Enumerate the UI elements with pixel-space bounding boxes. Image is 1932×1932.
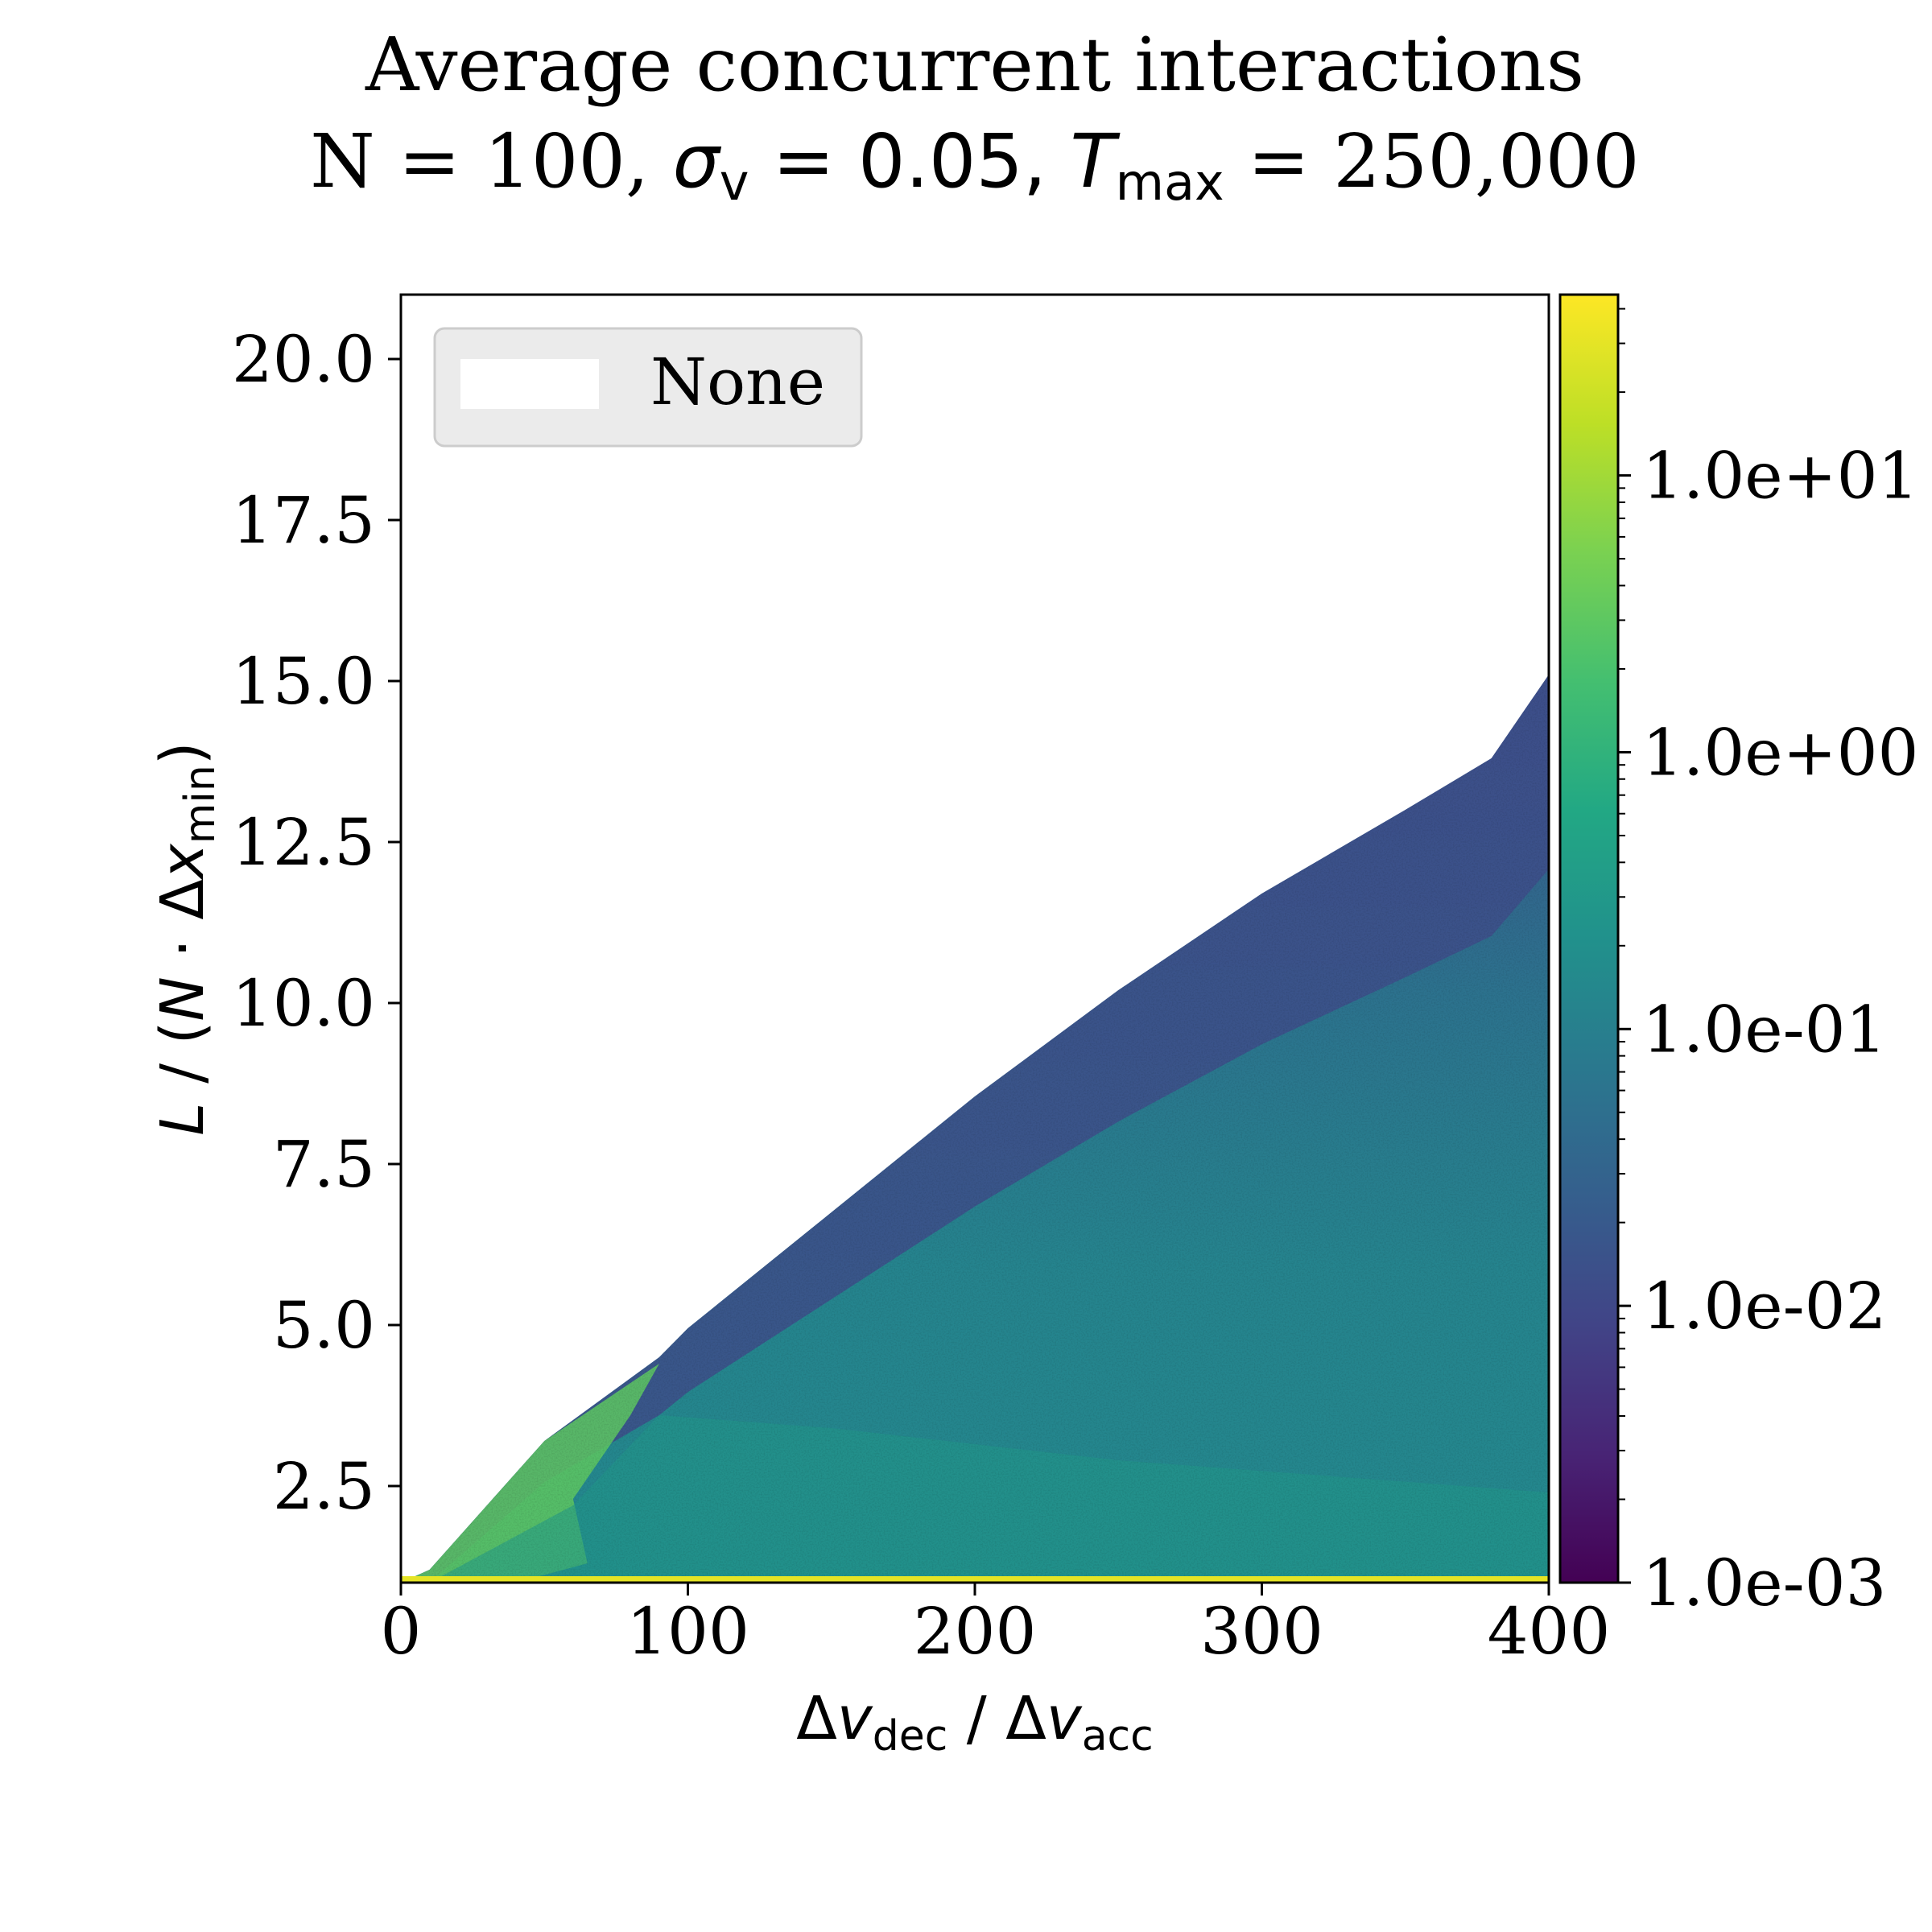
y-tick-label: 17.5: [232, 483, 375, 558]
heatmap-bottom-band: [401, 1576, 1549, 1583]
x-tick-label: 100: [626, 1594, 749, 1669]
x-tick-label: 400: [1488, 1594, 1611, 1669]
colorbar-tick-label: 1.0e+01: [1642, 439, 1918, 514]
colorbar-tick-label: 1.0e-01: [1642, 992, 1886, 1067]
colorbar-tick-label: 1.0e-03: [1642, 1546, 1886, 1620]
chart-title: Average concurrent interactions: [365, 22, 1584, 108]
x-axis: 0 100 200 300 400: [381, 1583, 1611, 1669]
legend: None: [433, 327, 863, 448]
y-axis: 2.5 5.0 7.5 10.0 12.5 15.0 17.5 20.0: [232, 322, 401, 1524]
heatmap-layer: [401, 675, 1549, 1583]
legend-label: None: [650, 345, 825, 419]
x-tick-label: 300: [1200, 1594, 1323, 1669]
legend-swatch: [460, 359, 599, 409]
y-tick-label: 5.0: [273, 1288, 375, 1363]
y-tick-label: 12.5: [232, 805, 375, 880]
colorbar-tick-label: 1.0e+00: [1642, 715, 1918, 790]
colorbar-gradient: [1558, 293, 1620, 1584]
colorbar-axis: 1.0e-03 1.0e-02 1.0e-01 1.0e+00 1.0e+01: [1618, 308, 1918, 1620]
x-axis-label: Δvdec / Δvacc: [796, 1684, 1153, 1761]
x-tick-label: 200: [914, 1594, 1037, 1669]
y-axis-label: L / (N · Δxmin): [148, 741, 225, 1135]
y-tick-label: 2.5: [273, 1449, 375, 1524]
colorbar-tick-label: 1.0e-02: [1642, 1269, 1886, 1344]
colorbar: 1.0e-03 1.0e-02 1.0e-01 1.0e+00 1.0e+01: [1558, 293, 1918, 1620]
y-tick-label: 20.0: [232, 322, 375, 397]
chart-subtitle: N = 100, σv = 0.05, Tmax = 250,000: [310, 118, 1639, 212]
y-tick-label: 7.5: [273, 1127, 375, 1202]
legend-box: [433, 327, 863, 448]
y-tick-label: 15.0: [232, 644, 375, 719]
x-tick-label: 0: [381, 1594, 422, 1669]
heatmap-noise: [401, 675, 1549, 1583]
y-tick-label: 10.0: [232, 966, 375, 1041]
